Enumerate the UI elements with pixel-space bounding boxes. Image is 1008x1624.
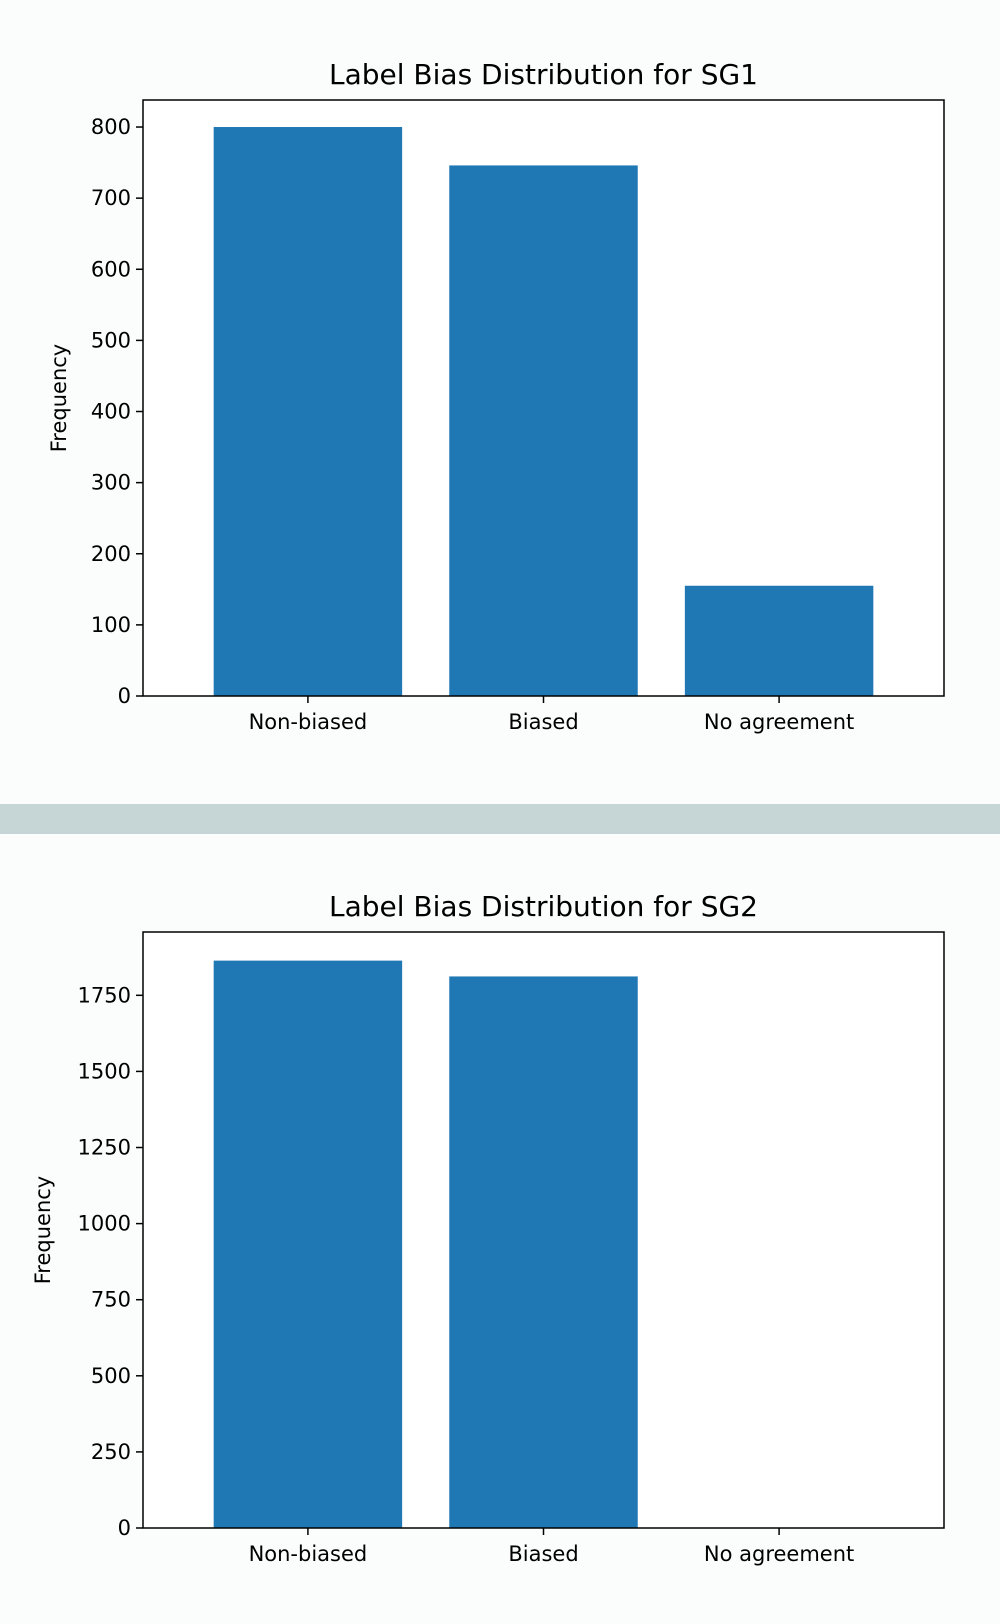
y-tick-label: 750 [91,1288,131,1312]
y-tick-label: 1750 [78,983,131,1007]
bar-chart-sg2: Non-biased Biased No agreement 0 250 500 750 10… [31,890,945,1566]
y-tick-label: 1000 [78,1212,131,1236]
y-tick-label: 500 [91,1364,131,1388]
axes-frame [142,99,945,697]
bar-no-agreement [684,585,874,696]
bar-non-biased [213,127,403,697]
bar-biased [449,976,638,1528]
y-tick-label: 800 [91,115,131,139]
x-tick-label: No agreement [704,710,854,734]
y-tick-label: 250 [91,1440,131,1464]
y-tick-label: 600 [91,257,131,281]
axes-frame [142,931,945,1529]
y-tick-label: 0 [118,1516,131,1540]
chart-panel-sg1: Non-biased Biased No agreement 0 100 200 300 40… [0,0,1000,804]
y-axis-label: Frequency [47,344,71,453]
bar-chart-sg1: Non-biased Biased No agreement 0 100 200 300 40… [47,58,945,734]
y-tick-label: 100 [91,613,131,637]
y-tick-label: 300 [91,471,131,495]
y-tick-label: 0 [118,684,131,708]
y-tick-label: 200 [91,542,131,566]
chart-title: Label Bias Distribution for SG1 [329,58,758,91]
x-tick-label: Biased [508,1542,578,1566]
y-tick-label: 500 [91,328,131,352]
y-axis-label: Frequency [31,1176,55,1285]
x-tick-label: Non-biased [249,710,368,734]
bar-non-biased [213,960,403,1528]
bar-biased [449,165,638,696]
chart-title: Label Bias Distribution for SG2 [329,890,758,923]
x-tick-label: Non-biased [249,1542,368,1566]
y-tick-label: 1250 [78,1136,131,1160]
chart-panel-sg2: Non-biased Biased No agreement 0 250 500 750 10… [0,834,1000,1624]
x-tick-label: Biased [508,710,578,734]
y-tick-label: 1500 [78,1059,131,1083]
panel-divider [0,804,1000,834]
x-tick-label: No agreement [704,1542,854,1566]
y-tick-label: 700 [91,186,131,210]
y-tick-label: 400 [91,400,131,424]
